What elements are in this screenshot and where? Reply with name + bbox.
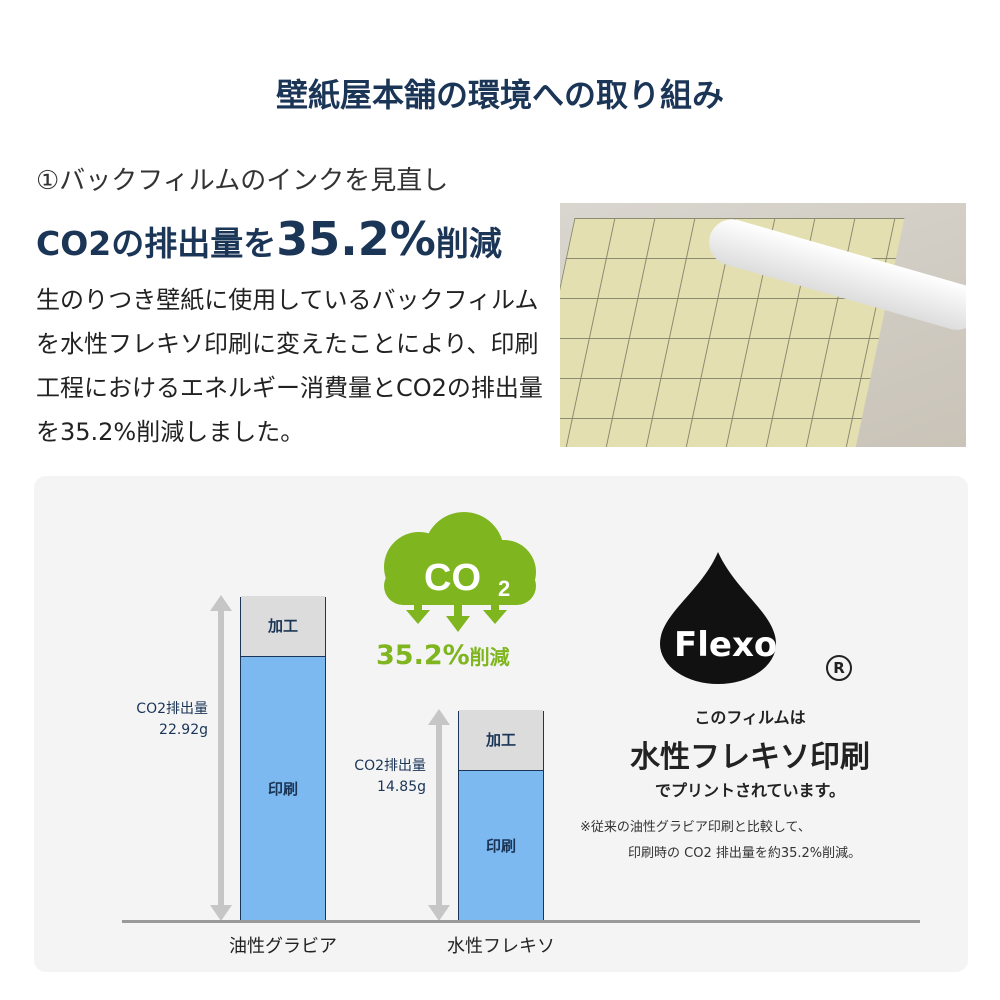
headline: CO2の排出量を35.2%削減 [36, 212, 502, 266]
flexo-line2: 水性フレキソ印刷 [630, 740, 870, 775]
reduction-suffix: 削減 [469, 645, 510, 669]
page-title: 壁紙屋本舗の環境への取り組み [275, 76, 724, 114]
bar-1: 印刷 加工 [458, 710, 544, 921]
headline-pre: CO2の排出量を [36, 224, 277, 263]
category-label: 油性グラビア [229, 936, 337, 957]
reduction-label: 35.2%削減 [376, 640, 510, 671]
note-line2: 印刷時の CO2 排出量を約35.2%削減。 [628, 846, 862, 861]
flexo-logo-text: Flexo [674, 625, 777, 665]
cloud-sub: 2 [498, 576, 510, 601]
registered-mark: R [826, 655, 852, 681]
total-label: CO2排出量 14.85g [316, 756, 426, 798]
total-label-title: CO2排出量 [136, 701, 208, 717]
bar-segment-printing: 印刷 [241, 656, 325, 920]
flexo-line1: このフィルムは [694, 708, 806, 727]
reduction-value: 35.2% [376, 640, 470, 671]
total-label-value: 22.92g [159, 722, 208, 738]
co2-cloud-icon: CO 2 [384, 512, 536, 632]
section-body: 生のりつき壁紙に使用しているバックフィルムを水性フレキソ印刷に変えたことにより、… [36, 286, 543, 446]
category-label: 水性フレキソ [447, 936, 555, 957]
chart-baseline [122, 920, 920, 923]
headline-post: 削減 [435, 224, 502, 263]
wallpaper-film-photo [560, 203, 966, 447]
height-arrow [428, 709, 450, 921]
bar-segment-printing: 印刷 [459, 770, 543, 920]
bar-segment-processing: 加工 [241, 596, 325, 657]
total-label-value: 14.85g [377, 779, 426, 796]
cloud-text: CO [424, 557, 481, 599]
flexo-drop-logo: Flexo [660, 552, 777, 684]
bar-0: 印刷 加工 [240, 596, 326, 921]
note-line1: ※従来の油性グラビア印刷と比較して、 [580, 820, 811, 835]
headline-value: 35.2% [276, 212, 436, 266]
flexo-line3: でプリントされています。 [655, 781, 845, 800]
total-label-title: CO2排出量 [354, 758, 426, 775]
total-label: CO2排出量 22.92g [98, 699, 208, 741]
bar-segment-processing: 加工 [459, 710, 543, 771]
section-subtitle: ①バックフィルムのインクを見直し [36, 166, 449, 196]
height-arrow [210, 595, 232, 921]
